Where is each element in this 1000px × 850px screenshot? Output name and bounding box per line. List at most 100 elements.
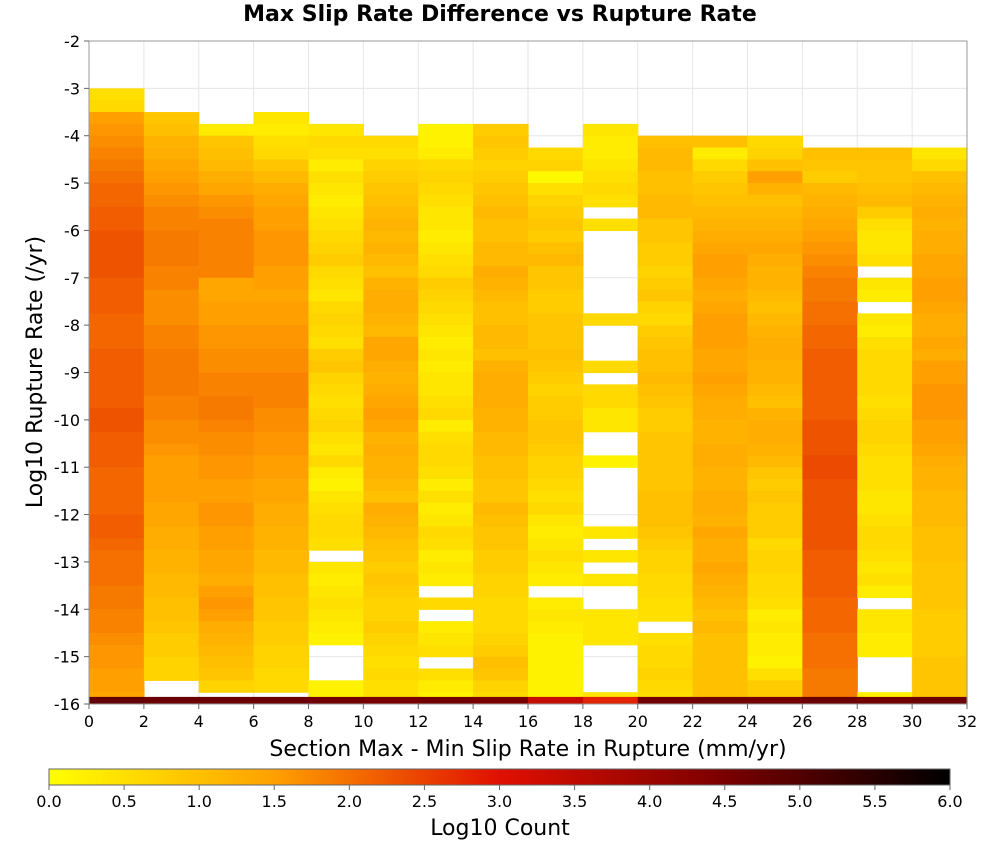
heatmap-cell bbox=[692, 183, 749, 196]
heatmap-cell bbox=[747, 254, 803, 267]
heatmap-cell bbox=[747, 538, 803, 551]
heatmap-cell bbox=[253, 396, 310, 409]
heatmap-cell bbox=[802, 384, 858, 397]
heatmap-cell bbox=[473, 514, 529, 528]
heatmap-cell bbox=[637, 372, 694, 385]
heatmap-cell bbox=[637, 502, 694, 516]
colorbar-tick-label: 4.0 bbox=[637, 792, 662, 811]
heatmap-cell bbox=[912, 632, 968, 646]
heatmap-cell bbox=[89, 621, 145, 634]
heatmap-cell bbox=[143, 573, 200, 587]
heatmap-cell bbox=[528, 514, 584, 528]
heatmap-cell bbox=[363, 419, 419, 433]
heatmap-cell bbox=[308, 455, 364, 468]
heatmap-cell bbox=[473, 171, 529, 184]
colorbar-tick-label: 6.0 bbox=[937, 792, 962, 811]
heatmap-cell bbox=[747, 490, 803, 504]
heatmap-cell bbox=[747, 289, 803, 303]
heatmap-cell bbox=[473, 396, 529, 409]
heatmap-cell bbox=[89, 360, 145, 374]
heatmap-cell bbox=[528, 455, 584, 468]
heatmap-cell bbox=[528, 396, 584, 409]
heatmap-cell bbox=[747, 171, 803, 184]
heatmap-cell bbox=[747, 408, 803, 421]
heatmap-cell bbox=[747, 514, 803, 528]
heatmap-cell bbox=[802, 325, 858, 338]
heatmap-cell bbox=[253, 585, 310, 599]
heatmap-cell bbox=[637, 159, 694, 172]
heatmap-cell bbox=[198, 396, 255, 409]
heatmap-cell bbox=[363, 585, 419, 599]
heatmap-cell bbox=[747, 396, 803, 409]
heatmap-cell bbox=[802, 455, 858, 468]
heatmap-cell bbox=[89, 277, 145, 291]
colorbar-label: Log10 Count bbox=[430, 816, 570, 841]
heatmap-cell bbox=[912, 289, 968, 303]
heatmap-cell bbox=[473, 692, 529, 698]
heatmap-cell bbox=[912, 194, 968, 208]
heatmap-cell bbox=[198, 254, 255, 267]
heatmap-cell bbox=[89, 171, 145, 184]
heatmap-cell bbox=[802, 479, 858, 492]
heatmap-cell bbox=[89, 396, 145, 409]
heatmap-cell bbox=[912, 313, 968, 326]
heatmap-cell bbox=[802, 561, 858, 575]
heatmap-cell bbox=[912, 680, 968, 693]
heatmap-cell bbox=[89, 183, 145, 196]
heatmap-cell bbox=[857, 644, 913, 658]
colorbar-tick-label: 0.5 bbox=[111, 792, 136, 811]
heatmap-cell bbox=[143, 621, 200, 634]
heatmap-cell bbox=[582, 621, 639, 634]
heatmap-cell bbox=[308, 242, 364, 255]
heatmap-cell bbox=[253, 218, 310, 232]
heatmap-cell bbox=[89, 632, 145, 646]
heatmap-cell bbox=[253, 242, 310, 255]
heatmap-cell bbox=[308, 230, 364, 243]
heatmap-cell bbox=[528, 206, 584, 220]
heatmap-cell bbox=[363, 372, 419, 385]
heatmap-cell-bottom bbox=[582, 696, 639, 704]
heatmap-cell bbox=[528, 597, 584, 610]
heatmap-cell bbox=[802, 206, 858, 220]
heatmap-cell bbox=[473, 348, 529, 362]
heatmap-cell bbox=[637, 644, 694, 658]
heatmap-cell bbox=[253, 289, 310, 303]
heatmap-cell bbox=[363, 242, 419, 255]
heatmap-cell bbox=[363, 455, 419, 468]
heatmap-cell bbox=[253, 502, 310, 516]
heatmap-cell bbox=[528, 336, 584, 350]
colorbar-tick-label: 1.5 bbox=[262, 792, 287, 811]
heatmap-cell bbox=[473, 502, 529, 516]
heatmap-cell bbox=[418, 408, 474, 421]
heatmap-cell bbox=[363, 644, 419, 658]
heatmap-cell bbox=[418, 254, 474, 267]
heatmap-cell bbox=[143, 265, 200, 279]
heatmap-cell bbox=[473, 194, 529, 208]
heatmap-cell bbox=[363, 467, 419, 480]
heatmap-cell bbox=[253, 680, 310, 693]
heatmap-cell bbox=[198, 419, 255, 433]
colorbar-tick-label: 3.5 bbox=[562, 792, 587, 811]
heatmap-cell bbox=[692, 277, 749, 291]
heatmap-cell bbox=[802, 597, 858, 610]
heatmap-cell bbox=[473, 159, 529, 172]
y-tick-label: -11 bbox=[54, 458, 80, 477]
heatmap-cell bbox=[692, 254, 749, 267]
heatmap-cell bbox=[637, 194, 694, 208]
heatmap-cell bbox=[912, 621, 968, 634]
heatmap-cell bbox=[637, 254, 694, 267]
y-tick-label: -10 bbox=[54, 411, 80, 430]
heatmap-cell bbox=[857, 194, 913, 208]
heatmap-cell bbox=[418, 668, 474, 681]
heatmap-cell bbox=[308, 609, 364, 622]
heatmap-cell bbox=[637, 538, 694, 551]
heatmap-cell bbox=[143, 455, 200, 468]
heatmap-cell bbox=[528, 419, 584, 433]
heatmap-cell bbox=[528, 692, 584, 698]
heatmap-cell bbox=[253, 621, 310, 634]
heatmap-cell bbox=[143, 135, 200, 149]
heatmap-cell bbox=[473, 431, 529, 445]
heatmap-cell bbox=[802, 573, 858, 587]
heatmap-cell bbox=[363, 656, 419, 670]
heatmap-cell bbox=[473, 218, 529, 232]
